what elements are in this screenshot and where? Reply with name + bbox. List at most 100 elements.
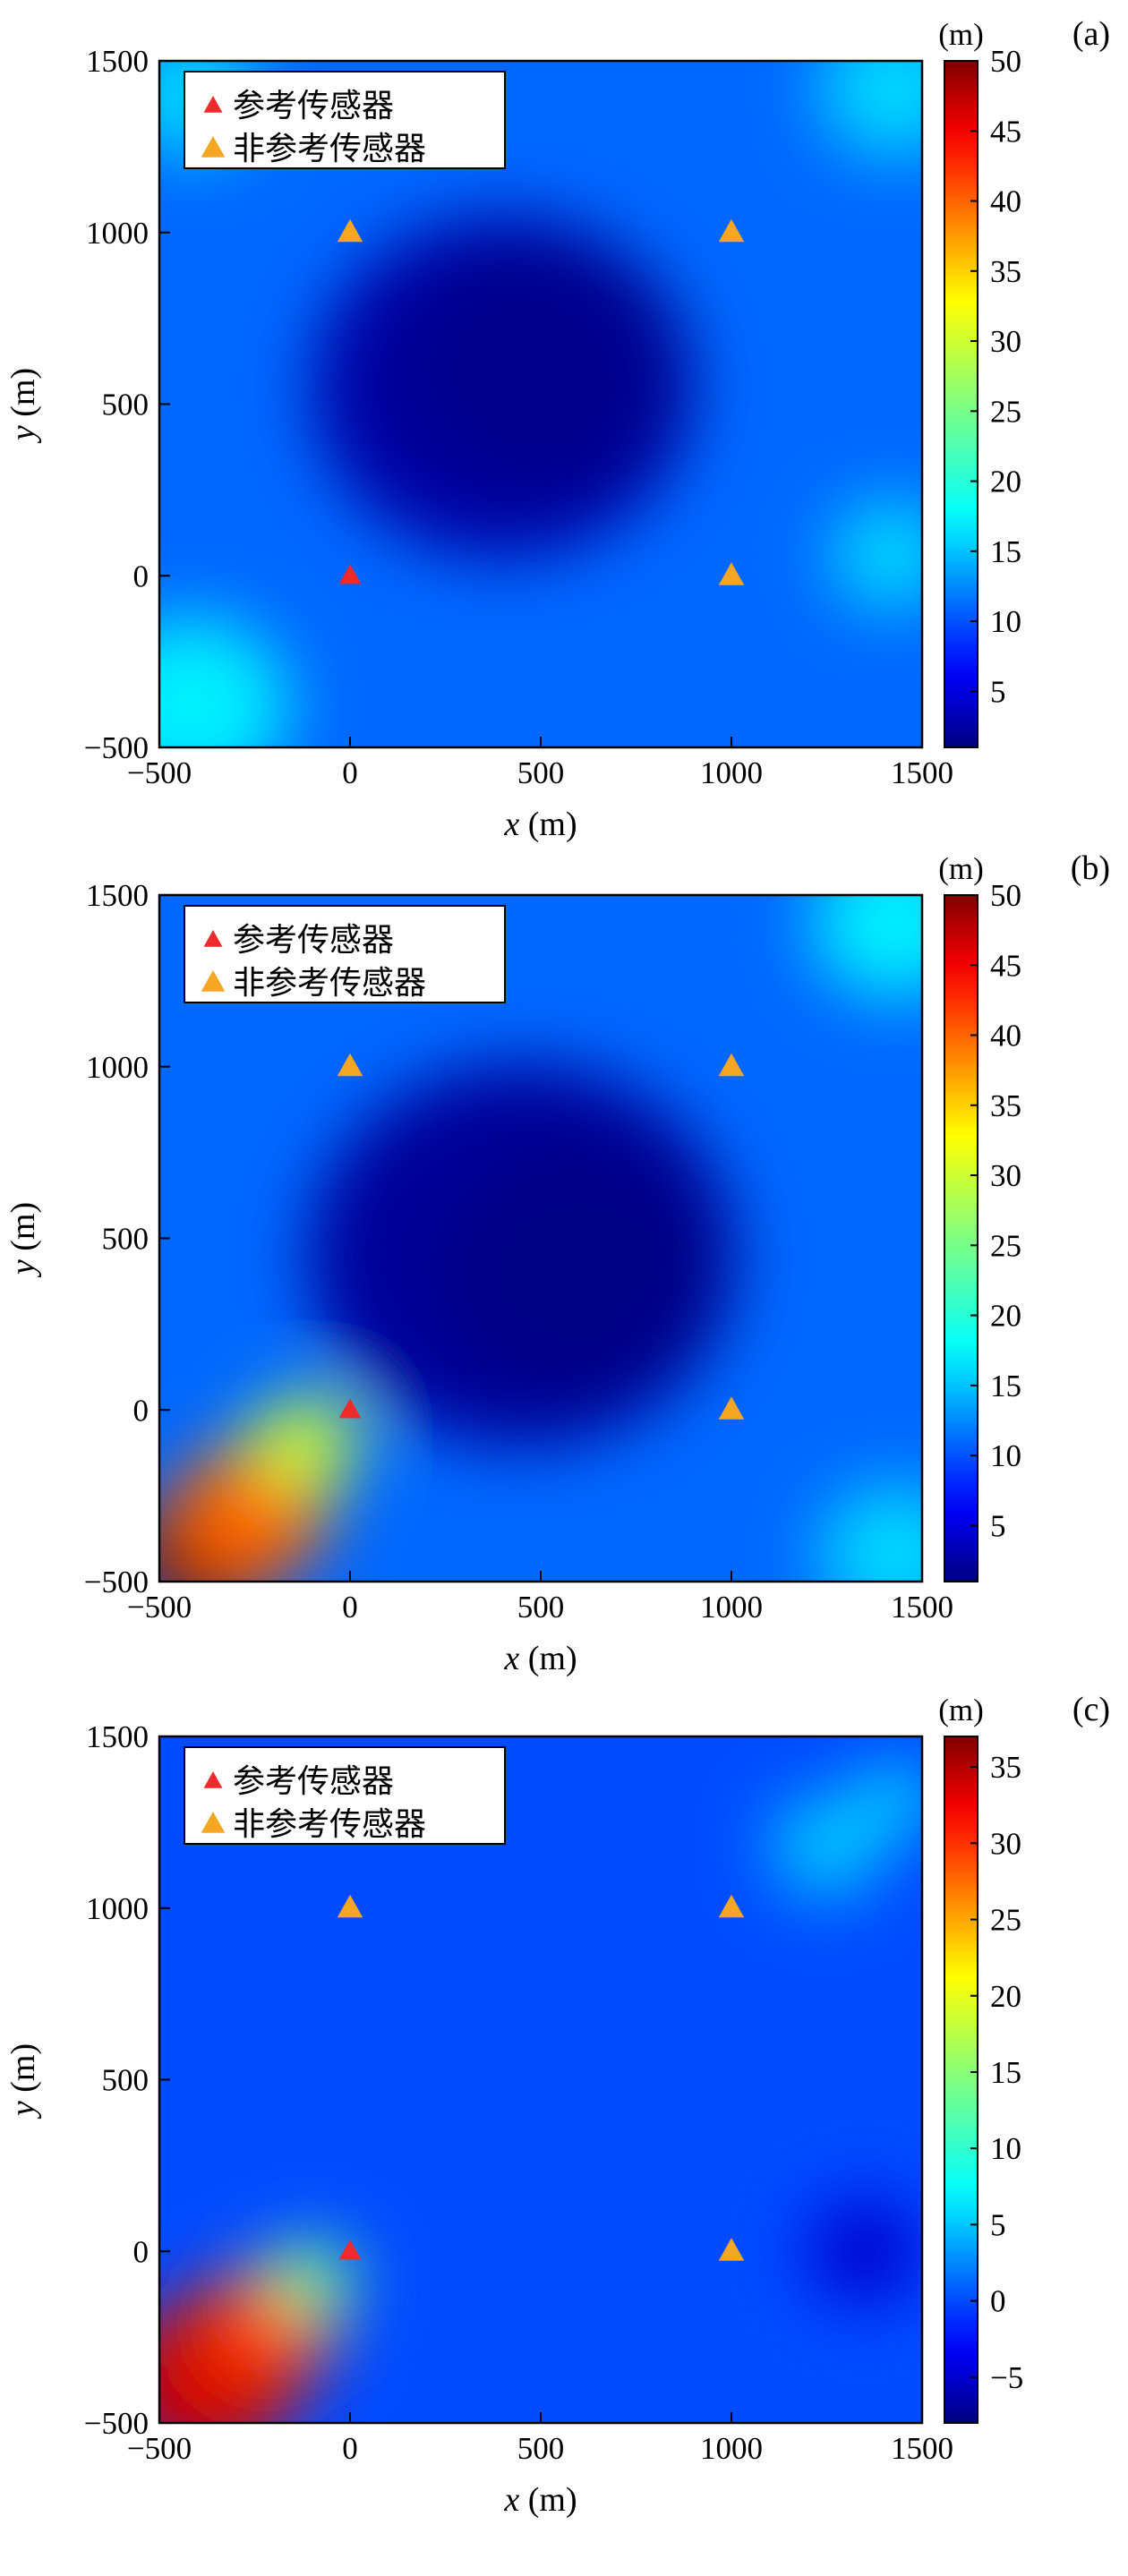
x-tick-label: 0 (342, 755, 358, 790)
non-reference-sensor-marker (718, 1894, 745, 1918)
reference-sensor-marker (338, 564, 362, 584)
heatmap-blob (433, 1142, 724, 1403)
legend-label: 非参考传感器 (233, 131, 426, 167)
x-tick-label: −500 (127, 1590, 192, 1625)
y-tick-label: 500 (102, 2063, 150, 2098)
x-tick-label: 0 (342, 1590, 358, 1625)
colorbar-tick-label: 25 (990, 1903, 1021, 1938)
non-reference-sensor-marker (718, 562, 745, 585)
legend-label: 参考传感器 (233, 922, 394, 959)
reference-sensor-marker (338, 1398, 362, 1419)
y-tick-label: 0 (133, 2234, 150, 2269)
colorbar-tick-label: 30 (990, 1826, 1021, 1861)
heatmap-blob (811, 895, 922, 999)
y-axis-variable: y (4, 2101, 42, 2120)
non-reference-sensor-marker (718, 218, 745, 243)
panel-label: (c) (1072, 1691, 1110, 1728)
colorbar-bar (944, 60, 978, 748)
y-tick-label: 1000 (86, 1050, 149, 1085)
y-tick-label: −500 (84, 1565, 149, 1599)
colorbar-tick-label: 20 (990, 465, 1021, 499)
legend-box (184, 1746, 506, 1845)
colorbar-tick-label: 35 (990, 1088, 1021, 1123)
y-axis-unit: (m) (4, 1202, 42, 1259)
legend-marker (201, 136, 226, 158)
x-axis-title: x (m) (503, 806, 577, 843)
colorbar: 5 10 15 20 25 30 35 40 45 50(m) (938, 851, 1021, 1582)
non-reference-sensor-marker (718, 2238, 745, 2261)
colorbar-tick-label: 15 (990, 1369, 1021, 1403)
x-tick-label: −500 (127, 755, 192, 790)
colorbar-tick-label: 20 (990, 1979, 1021, 2014)
y-tick-label: 1500 (86, 44, 149, 79)
heatmap-blob (396, 239, 686, 500)
reference-sensor-marker (338, 2239, 362, 2260)
colorbar: −5 0 5 10 15 20 25 30 35(m) (938, 1693, 1023, 2424)
y-axis-variable: y (4, 1259, 42, 1278)
heatmap-blob (251, 1395, 358, 1493)
heatmap-blob (819, 1485, 922, 1582)
x-tick-label: 1500 (891, 2431, 953, 2466)
legend-box (184, 71, 506, 169)
x-tick-label: 500 (517, 1590, 565, 1625)
legend-marker (203, 1771, 223, 1788)
y-tick-label: −500 (84, 730, 149, 765)
x-tick-label: 0 (342, 2431, 358, 2466)
colorbar-tick-label: 40 (990, 184, 1021, 219)
heatmap-blob (857, 1763, 922, 1833)
y-axis-title: y (m) (4, 2043, 42, 2120)
colorbar-tick-label: 5 (990, 1508, 1006, 1543)
heatmap-blobs (159, 1763, 922, 2423)
colorbar-tick-label: 50 (990, 44, 1021, 79)
x-tick-label: 500 (517, 2431, 565, 2466)
y-axis-unit: (m) (4, 2043, 42, 2101)
legend-marker (203, 96, 223, 113)
y-tick-label: 1500 (86, 878, 149, 913)
colorbar-tick-label: 30 (990, 1158, 1021, 1193)
x-tick-label: 1000 (700, 1590, 763, 1625)
non-reference-sensor-marker (718, 1396, 745, 1420)
panel-label: (b) (1071, 849, 1110, 887)
x-axis-variable: x (503, 806, 519, 843)
legend-marker (201, 970, 226, 992)
heatmap-blob (769, 1795, 884, 1898)
colorbar-tick-label: 25 (990, 394, 1021, 429)
colorbar-tick-label: 50 (990, 878, 1021, 913)
colorbar-tick-label: 5 (990, 2207, 1006, 2242)
x-axis-unit: (m) (519, 806, 577, 843)
colorbar-unit: (m) (938, 17, 984, 52)
x-axis-variable: x (503, 2481, 519, 2519)
y-tick-label: 0 (133, 1393, 150, 1428)
colorbar-unit: (m) (938, 851, 984, 886)
colorbar-tick-label: 45 (990, 114, 1021, 149)
colorbar-tick-label: 35 (990, 254, 1021, 289)
legend-marker (201, 1812, 226, 1833)
heatmap-blob (269, 2240, 355, 2317)
y-tick-label: −500 (84, 2406, 149, 2441)
colorbar-tick-label: 40 (990, 1019, 1021, 1053)
x-tick-label: 1000 (700, 2431, 763, 2466)
colorbar-tick-label: 20 (990, 1299, 1021, 1334)
x-tick-label: 1500 (891, 1590, 953, 1625)
colorbar-tick-label: 10 (990, 604, 1021, 639)
colorbar-tick-label: 15 (990, 2055, 1021, 2090)
colorbar-tick-label: 5 (990, 674, 1006, 709)
non-reference-sensor-marker (337, 1053, 363, 1077)
colorbar-tick-label: 10 (990, 2131, 1021, 2166)
x-tick-label: 500 (517, 755, 565, 790)
non-reference-sensor-marker (718, 1053, 745, 1077)
legend-box (184, 905, 506, 1003)
y-axis-variable: y (4, 425, 42, 444)
y-tick-label: 1000 (86, 216, 149, 251)
heatmap-blobs (159, 895, 922, 1582)
y-axis-title: y (m) (4, 1202, 42, 1278)
x-axis-title: x (m) (503, 1640, 577, 1677)
colorbar-bar (944, 894, 978, 1582)
x-axis-unit: (m) (519, 2481, 577, 2519)
y-tick-label: 0 (133, 559, 150, 593)
